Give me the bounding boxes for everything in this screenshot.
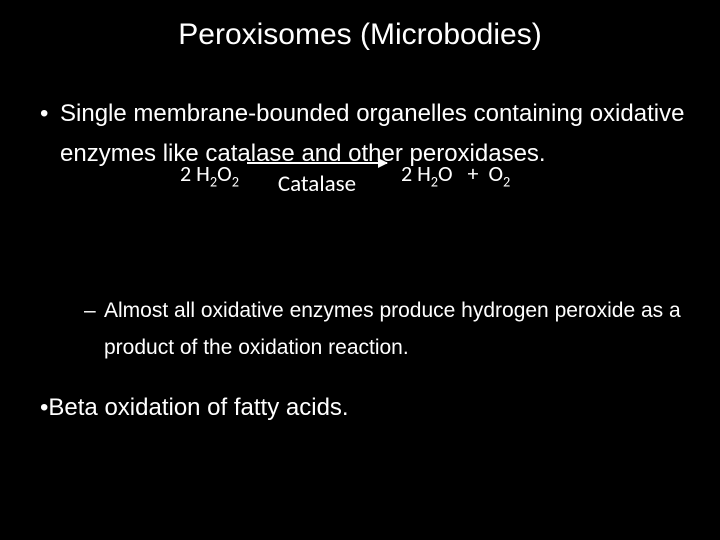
species-o: O (217, 160, 232, 187)
plus-sign: + (468, 160, 479, 187)
species-h: H (196, 160, 210, 187)
sub-2d: 2 (503, 173, 510, 191)
bullet-sub-1-text: Almost all oxidative enzymes produce hyd… (104, 299, 681, 359)
bullet-main-2-text: Beta oxidation of fatty acids. (48, 394, 348, 421)
coeff-right: 2 (401, 160, 412, 187)
bullet-dot-icon: • (40, 94, 60, 134)
slide-title: Peroxisomes (Microbodies) (30, 18, 690, 52)
prod1-o: O (438, 160, 453, 187)
reaction-reagent: 2 H2O2 (180, 160, 239, 190)
reaction-arrow-block: Catalase (247, 153, 387, 198)
reaction-products: 2 H2O + O2 (401, 160, 510, 190)
bullet-main-2: •Beta oxidation of fatty acids. (30, 389, 690, 427)
reaction-container: 2 H2O2 Catalase 2 H2O + O2 (60, 173, 690, 243)
coeff-left: 2 (180, 160, 191, 187)
sub-2c: 2 (431, 173, 438, 191)
prod1-h: H (417, 160, 431, 187)
slide-container: Peroxisomes (Microbodies) •Single membra… (0, 0, 720, 540)
arrow-icon (247, 162, 387, 164)
reaction-catalyst: Catalase (278, 170, 356, 198)
bullet-sub-1: –Almost all oxidative enzymes produce hy… (30, 293, 690, 367)
chemical-reaction: 2 H2O2 Catalase 2 H2O + O2 (180, 153, 510, 198)
sub-2b: 2 (232, 173, 239, 191)
bullet-dash-icon: – (84, 293, 104, 330)
prod2-o: O (488, 160, 503, 187)
